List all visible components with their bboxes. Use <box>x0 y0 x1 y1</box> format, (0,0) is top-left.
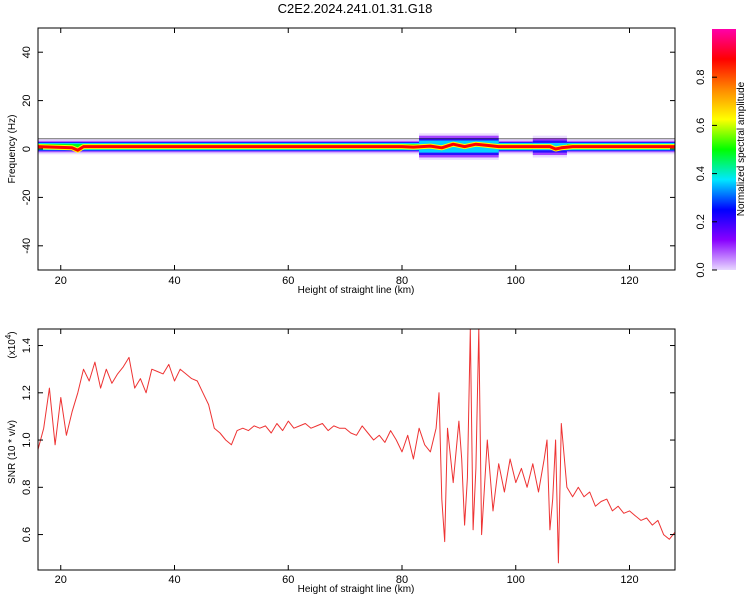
colorbar-tick-label: 0.8 <box>695 70 707 85</box>
snr-frame <box>37 328 676 571</box>
snr-y-label: SNR (10 * v/v) <box>7 420 18 484</box>
colorbar-ticks: 0.0 0.2 0.4 0.6 0.8 <box>695 70 717 278</box>
spectrogram-panel: 20 40 60 80 100 120 -40 -20 0 20 40 Height of str… <box>7 27 676 296</box>
x-tick-label: 100 <box>507 275 525 287</box>
y-tick-label: 0.8 <box>21 480 33 495</box>
y-tick-label: -20 <box>21 189 33 205</box>
x-tick-label: 120 <box>620 275 638 287</box>
spectrogram-y-label: Frequency (Hz) <box>7 115 18 184</box>
colorbar-gradient <box>712 29 736 270</box>
y-tick-label: 1.4 <box>21 338 33 353</box>
x-tick-label: 120 <box>620 574 638 586</box>
x-tick-label: 40 <box>168 275 180 287</box>
figure-title: C2E2.2024.241.01.31.G18 <box>278 1 433 16</box>
snr-series-line <box>37 328 676 564</box>
snr-plot-area <box>38 329 675 570</box>
x-tick-label: 60 <box>282 275 294 287</box>
x-tick-label: 20 <box>55 275 67 287</box>
y-tick-label: 1.0 <box>21 432 33 447</box>
spectrogram-band <box>38 133 675 160</box>
colorbar-tick-label: 0.6 <box>695 118 707 133</box>
x-tick-label: 100 <box>507 574 525 586</box>
snr-panel: 20 40 60 80 100 120 0.6 0.8 1.0 1.2 1.4 Height of… <box>4 328 676 595</box>
x-tick-label: 80 <box>396 275 408 287</box>
colorbar-label: Normalized spectral amplitude <box>736 81 747 216</box>
y-tick-label: 1.2 <box>21 385 33 400</box>
x-tick-label: 80 <box>396 574 408 586</box>
colorbar-tick-label: 0.2 <box>695 214 707 229</box>
y-tick-label: 0 <box>21 146 33 152</box>
snr-x-axis: 20 40 60 80 100 120 <box>55 329 639 586</box>
snr-x-label: Height of straight line (km) <box>298 584 415 595</box>
snr-multiplier: (x104) <box>4 331 18 358</box>
colorbar: 0.0 0.2 0.4 0.6 0.8 Normalized spectral ampl… <box>695 29 747 278</box>
y-tick-label: 0.6 <box>21 527 33 542</box>
spectrogram-y-axis: -40 -20 0 20 40 <box>21 46 675 254</box>
spectrogram-x-axis: 20 40 60 80 100 120 <box>55 28 639 287</box>
colorbar-tick-label: 0.0 <box>695 262 707 277</box>
band-core <box>38 142 675 152</box>
y-tick-label: -40 <box>21 238 33 254</box>
spectrogram-x-label: Height of straight line (km) <box>298 285 415 296</box>
x-tick-label: 60 <box>282 574 294 586</box>
x-tick-label: 20 <box>55 574 67 586</box>
y-tick-label: 40 <box>21 46 33 58</box>
snr-y-axis: 0.6 0.8 1.0 1.2 1.4 <box>21 338 675 542</box>
x-tick-label: 40 <box>168 574 180 586</box>
y-tick-label: 20 <box>21 94 33 106</box>
colorbar-tick-label: 0.4 <box>695 166 707 181</box>
